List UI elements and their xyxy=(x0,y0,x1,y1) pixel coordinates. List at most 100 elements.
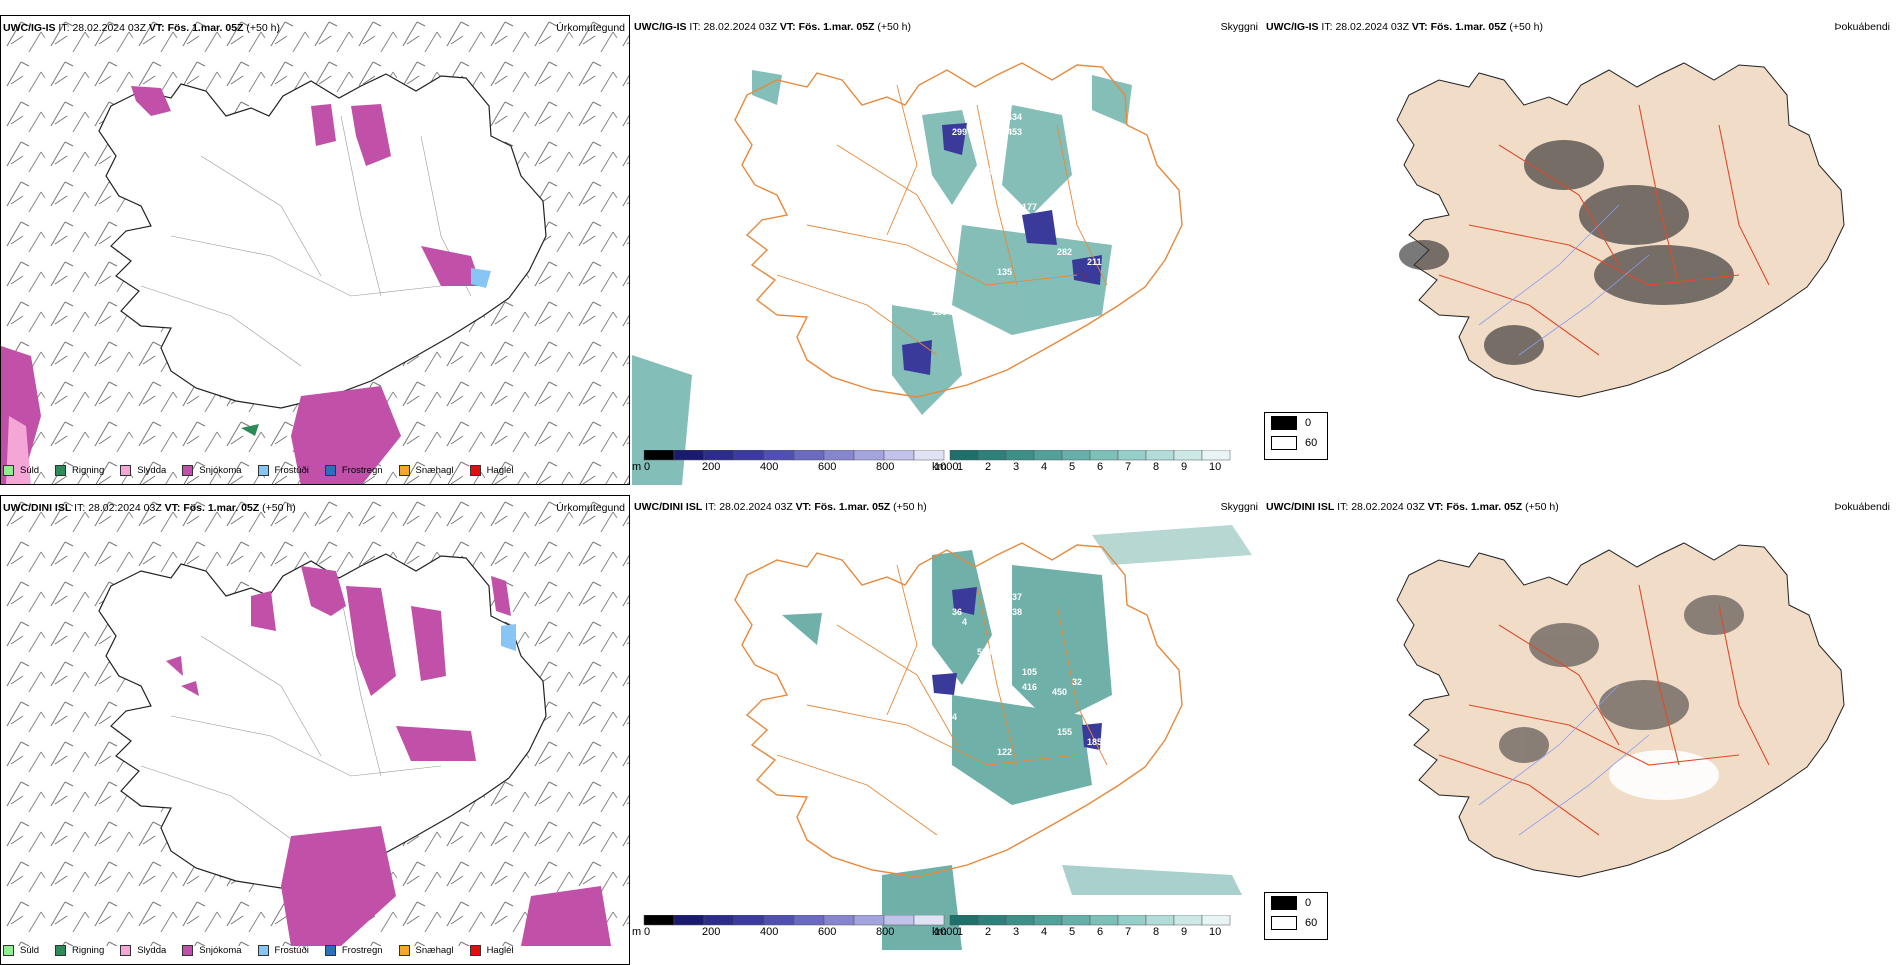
legend-label: Haglél xyxy=(486,945,514,956)
snow-areas xyxy=(166,566,611,946)
colorbar-tick-label: 9 xyxy=(1181,926,1188,938)
colorbar-cell xyxy=(673,449,705,461)
colorbar-cell xyxy=(1145,914,1175,926)
legend-label: Snjókoma xyxy=(199,465,242,476)
fog-legend: 0 60 xyxy=(1264,412,1328,460)
colorbar-tick-label: 5 xyxy=(1069,461,1076,473)
visibility-value-label: 282 xyxy=(1057,247,1072,257)
visibility-value-label: 299 xyxy=(952,127,967,137)
panel-title: Þokuábendi xyxy=(1834,21,1890,33)
colorbar-cell xyxy=(977,914,1007,926)
colorbar-cell xyxy=(733,914,765,926)
colorbar-cell xyxy=(1005,449,1035,461)
colorbar-cell xyxy=(673,914,705,926)
panel-header: UWC/DINI ISL IT: 28.02.2024 03Z VT: Fös.… xyxy=(634,501,927,513)
visibility-value-label: 72 xyxy=(1052,207,1062,217)
legend-swatch xyxy=(257,465,269,476)
legend-label: Frostregn xyxy=(341,945,383,956)
colorbar-cell xyxy=(1117,449,1147,461)
legend-item: Snæhagl xyxy=(398,945,454,956)
colorbar-unit: m xyxy=(632,926,642,938)
colorbar-cell xyxy=(1089,449,1119,461)
colorbar-cell xyxy=(823,449,855,461)
legend-label: Frostúði xyxy=(274,945,309,956)
fog-legend-label: 0 xyxy=(1305,417,1312,429)
colorbar-cell xyxy=(763,449,795,461)
colorbar-cell xyxy=(949,449,979,461)
colorbar-tick-label: 3 xyxy=(1013,926,1020,938)
colorbar-tick-label: 1000 xyxy=(934,461,959,473)
colorbar-cell xyxy=(853,914,885,926)
colorbar-tick-label: 4 xyxy=(1041,926,1048,938)
visibility-value-label: 310 xyxy=(977,167,992,177)
panel-title: Úrkomutegund xyxy=(556,22,625,34)
legend-item: Slydda xyxy=(120,465,166,476)
visibility-value-label: 212 xyxy=(932,787,947,797)
legend-item: Súld xyxy=(3,465,39,476)
colorbar-tick-label: 10 xyxy=(1209,926,1222,938)
colorbar-cell xyxy=(793,449,825,461)
visibility-value-label: 177 xyxy=(1022,202,1037,212)
legend-item: Frostregn xyxy=(324,945,383,956)
colorbar-tick-label: 10 xyxy=(1209,461,1222,473)
colorbar-cell xyxy=(1201,449,1231,461)
legend-swatch xyxy=(324,465,336,476)
colorbar-tick-label: 5 xyxy=(1069,926,1076,938)
colorbar-tick-label: 7 xyxy=(1125,926,1132,938)
colorbar-cell xyxy=(793,914,825,926)
legend-label: Slydda xyxy=(137,465,167,476)
panel-fog-ig: UWC/IG-IS IT: 28.02.2024 03Z VT: Fös. 1.… xyxy=(1264,15,1894,485)
visibility-value-labels: 36 137 038 583 416 450 354 155 185 150 122 212 4 142 1… xyxy=(932,592,1132,797)
visibility-value-label: 105 xyxy=(1022,667,1037,677)
legend-label: Snæhagl xyxy=(415,945,454,956)
colorbar-tick-label: 8 xyxy=(1153,461,1160,473)
legend-item: Rigning xyxy=(55,465,104,476)
panel-header: UWC/DINI ISL IT: 28.02.2024 03Z VT: Fös.… xyxy=(1266,501,1559,513)
legend-swatch xyxy=(55,945,67,956)
colorbar-tick-label: 0 xyxy=(644,926,651,938)
fog-dark-areas xyxy=(1499,595,1744,763)
visibility-value-label: 150 xyxy=(932,307,947,317)
legend-label: Frostregn xyxy=(341,465,383,476)
legend-item: Snjókoma xyxy=(182,945,242,956)
visibility-value-label: 36 xyxy=(952,607,962,617)
visibility-value-label: 32 xyxy=(1072,677,1082,687)
colorbar-tick-label: 1000 xyxy=(934,926,959,938)
precip-type-map xyxy=(1,496,629,946)
legend-swatch xyxy=(398,465,410,476)
colorbar-cell xyxy=(703,449,735,461)
visibility-value-label: 450 xyxy=(1052,687,1067,697)
legend-swatch xyxy=(182,945,194,956)
legend-swatch xyxy=(469,945,481,956)
colorbar-cell xyxy=(643,914,675,926)
visibility-value-label: 416 xyxy=(1022,682,1037,692)
legend-label: Súld xyxy=(20,465,40,476)
panel-title: Skyggni xyxy=(1220,501,1258,513)
legend-label: Súld xyxy=(20,945,40,956)
panel-fog-dini: UWC/DINI ISL IT: 28.02.2024 03Z VT: Fös.… xyxy=(1264,495,1894,950)
legend-item: Rigning xyxy=(55,945,104,956)
colorbar-tick-label: 8 xyxy=(1153,926,1160,938)
visibility-colorbar: m 0 200 400 600 800 1000 km 1 2 3 4 5 6 7 8 9 10 xyxy=(632,449,1262,477)
precip-type-map xyxy=(1,16,629,484)
visibility-value-label: 315 xyxy=(942,232,957,242)
colorbar-cell xyxy=(703,914,735,926)
visibility-value-label: 137 xyxy=(1007,592,1022,602)
visibility-value-label: 150 xyxy=(1117,735,1132,745)
colorbar-unit: km xyxy=(932,926,947,938)
legend-item: Haglél xyxy=(469,945,514,956)
colorbar-tick-label: 6 xyxy=(1097,926,1104,938)
legend-swatch xyxy=(398,945,410,956)
precip-type-legend: Súld Rigning Slydda Snjókoma Frostúði Frostre… xyxy=(3,945,530,956)
colorbar-cell xyxy=(883,449,915,461)
fog-map xyxy=(1396,542,1845,878)
precip-type-legend: Súld Rigning Slydda Snjókoma Frostúði Frostre… xyxy=(3,465,530,476)
legend-swatch xyxy=(120,465,132,476)
colorbar-tick-label: 2 xyxy=(985,926,992,938)
panel-precip-type-dini: UWC/DINI ISL IT: 28.02.2024 03Z VT: Fös.… xyxy=(0,495,630,965)
visibility-value-label: 4 xyxy=(962,617,967,627)
legend-swatch xyxy=(55,465,67,476)
legend-item: Frostregn xyxy=(324,465,383,476)
legend-label: Snæhagl xyxy=(415,465,454,476)
